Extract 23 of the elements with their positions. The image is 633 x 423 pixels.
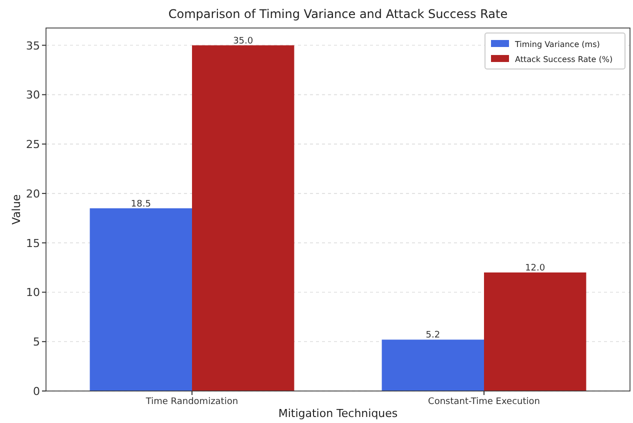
x-tick-label: Time Randomization xyxy=(144,397,238,407)
y-tick-label: 30 xyxy=(26,88,40,102)
y-tick-label: 5 xyxy=(33,336,40,349)
y-tick-label: 15 xyxy=(26,236,40,250)
text: 18.5 xyxy=(130,199,151,210)
chart-title: Comparison of Timing Variance and Attack Success Rate xyxy=(168,7,508,21)
x-axis-title: Mitigation Techniques xyxy=(278,407,398,420)
bar xyxy=(382,340,484,391)
y-tick-label: 20 xyxy=(26,187,40,200)
y-axis-title: Value xyxy=(10,194,23,225)
bar xyxy=(192,45,294,391)
legend-label: Timing Variance (ms) xyxy=(514,40,600,49)
bar xyxy=(90,208,192,391)
y-tick-label: 0 xyxy=(33,385,40,398)
y-tick-label: 10 xyxy=(26,286,40,300)
y-tick-label: 35 xyxy=(26,39,40,52)
text: 5.2 xyxy=(426,330,440,341)
x-tick-label: Constant-Time Execution xyxy=(428,397,540,407)
y-tick-label: 25 xyxy=(26,138,40,152)
bar xyxy=(484,272,586,391)
text: 12.0 xyxy=(525,263,546,274)
text: 35.0 xyxy=(233,36,254,46)
legend-label: Attack Success Rate (%) xyxy=(515,55,613,64)
